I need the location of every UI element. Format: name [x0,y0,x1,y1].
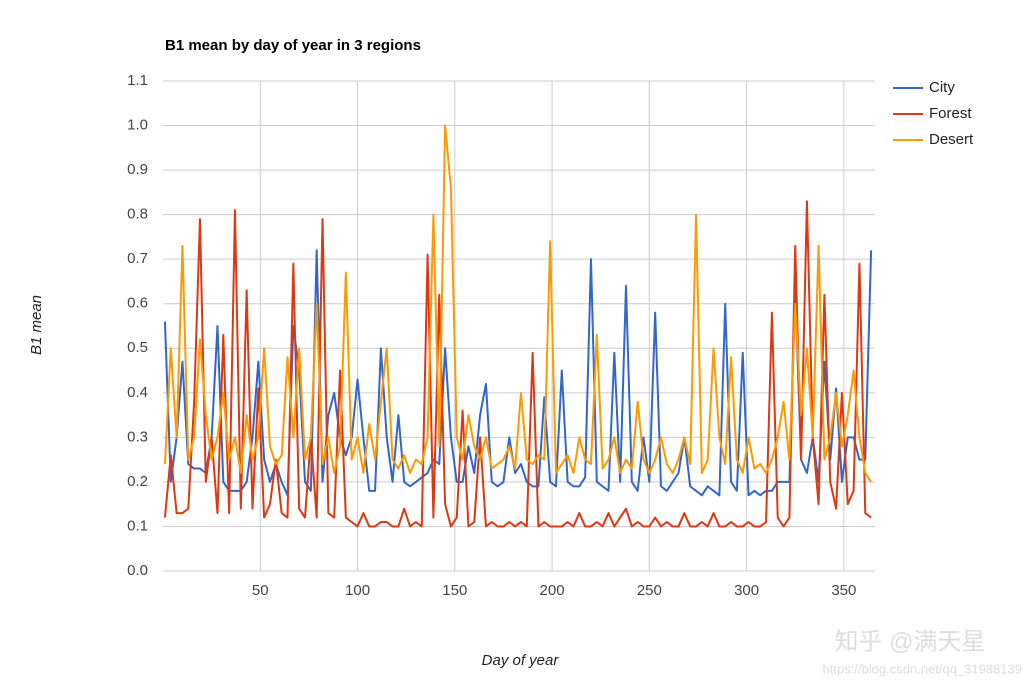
y-tick-label: 0.5 [127,339,148,356]
y-tick-label: 1.0 [127,117,148,134]
y-axis-label: B1 mean [28,295,45,355]
x-tick-label: 350 [831,582,856,599]
series-line [163,249,873,497]
y-tick-label: 0.2 [127,473,148,490]
x-tick-label: 100 [345,582,370,599]
legend-label: Forest [929,105,972,122]
series-line [163,200,872,528]
y-tick-label: 0.0 [127,562,148,579]
series-line [163,124,872,483]
y-tick-label: 0.9 [127,161,148,178]
x-tick-label: 250 [637,582,662,599]
x-tick-label: 150 [442,582,467,599]
legend-label: Desert [929,131,974,148]
y-tick-label: 0.8 [127,206,148,223]
x-tick-label: 300 [734,582,759,599]
x-tick-label: 200 [540,582,565,599]
x-tick-label: 50 [252,582,269,599]
legend-label: City [929,79,955,96]
watermark: 知乎 @满天星 [834,628,985,655]
chart-title: B1 mean by day of year in 3 regions [165,37,421,54]
x-axis-label: Day of year [482,652,560,669]
watermark-url: https://blog.csdn.net/qq_31988139 [823,661,1023,676]
y-tick-label: 0.3 [127,428,148,445]
y-tick-label: 0.7 [127,250,148,267]
y-tick-label: 0.1 [127,517,148,534]
y-tick-label: 1.1 [127,72,148,89]
y-tick-label: 0.4 [127,384,148,401]
y-tick-label: 0.6 [127,295,148,312]
